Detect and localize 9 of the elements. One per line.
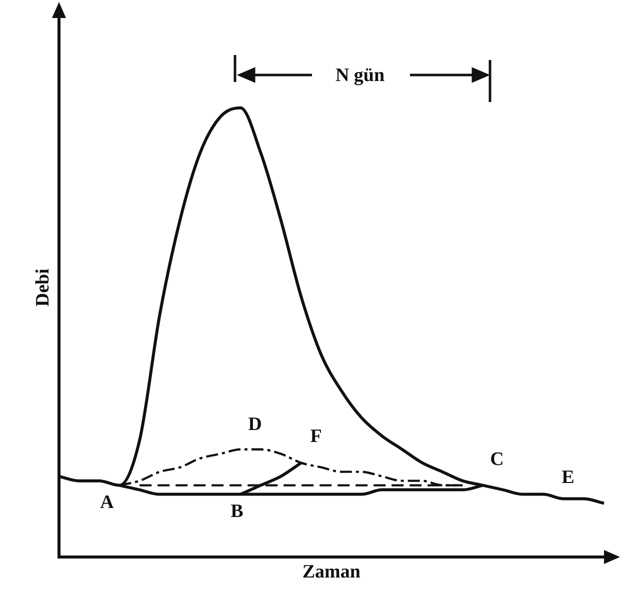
annotation: B	[230, 500, 244, 522]
x-axis-title: Zaman	[302, 562, 361, 583]
annotation: D	[248, 414, 262, 435]
y-axis-title: Debi	[32, 268, 54, 307]
text: N gün	[335, 64, 385, 86]
annotation: C	[490, 448, 504, 470]
annotation: A	[100, 492, 114, 513]
annotation: E	[562, 466, 574, 488]
annotation: F	[310, 426, 322, 447]
